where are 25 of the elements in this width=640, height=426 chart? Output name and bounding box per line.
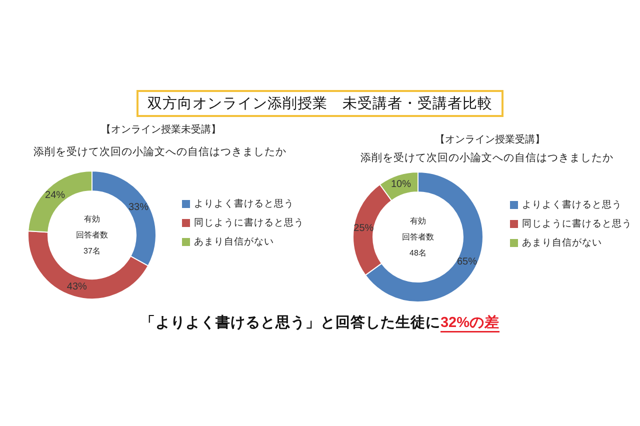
legend-label: あまり自信がない — [522, 236, 602, 248]
text: 回答者数 — [402, 232, 434, 242]
legend-label: あまり自信がない — [194, 236, 274, 248]
data-label: 65% — [457, 256, 478, 268]
chart-subtitle: 添削を受けて次回の小論文への自信はつきましたか — [34, 145, 286, 158]
data-label: 10% — [390, 179, 412, 190]
chart-title: 【オンライン授業受講】 — [435, 134, 545, 146]
text: 「よりよく書けると思う」と回答した生徒に — [140, 314, 440, 331]
legend-label: 同じように書けると思う — [194, 216, 304, 228]
text: 32%の差 — [440, 314, 500, 331]
text: 有効 — [410, 216, 426, 226]
legend-label: よりよく書けると思う — [522, 198, 622, 210]
data-label: 43% — [66, 281, 88, 292]
chart-title: 【オンライン授業未受講】 — [101, 124, 221, 136]
text: 有効 — [84, 214, 100, 224]
data-label: 24% — [45, 190, 66, 202]
legend-label: よりよく書けると思う — [194, 198, 294, 210]
chart-subtitle: 添削を受けて次回の小論文への自信はつきましたか — [360, 151, 614, 164]
data-label: 33% — [128, 202, 149, 214]
text: 37名 — [84, 246, 100, 256]
data-label: 25% — [354, 222, 374, 234]
text: 双方向オンライン添削授業 未受講者・受講者比較 — [148, 95, 492, 112]
text: 回答者数 — [76, 230, 108, 240]
text: 48名 — [410, 248, 426, 258]
legend-label: 同じように書けると思う — [522, 218, 632, 230]
